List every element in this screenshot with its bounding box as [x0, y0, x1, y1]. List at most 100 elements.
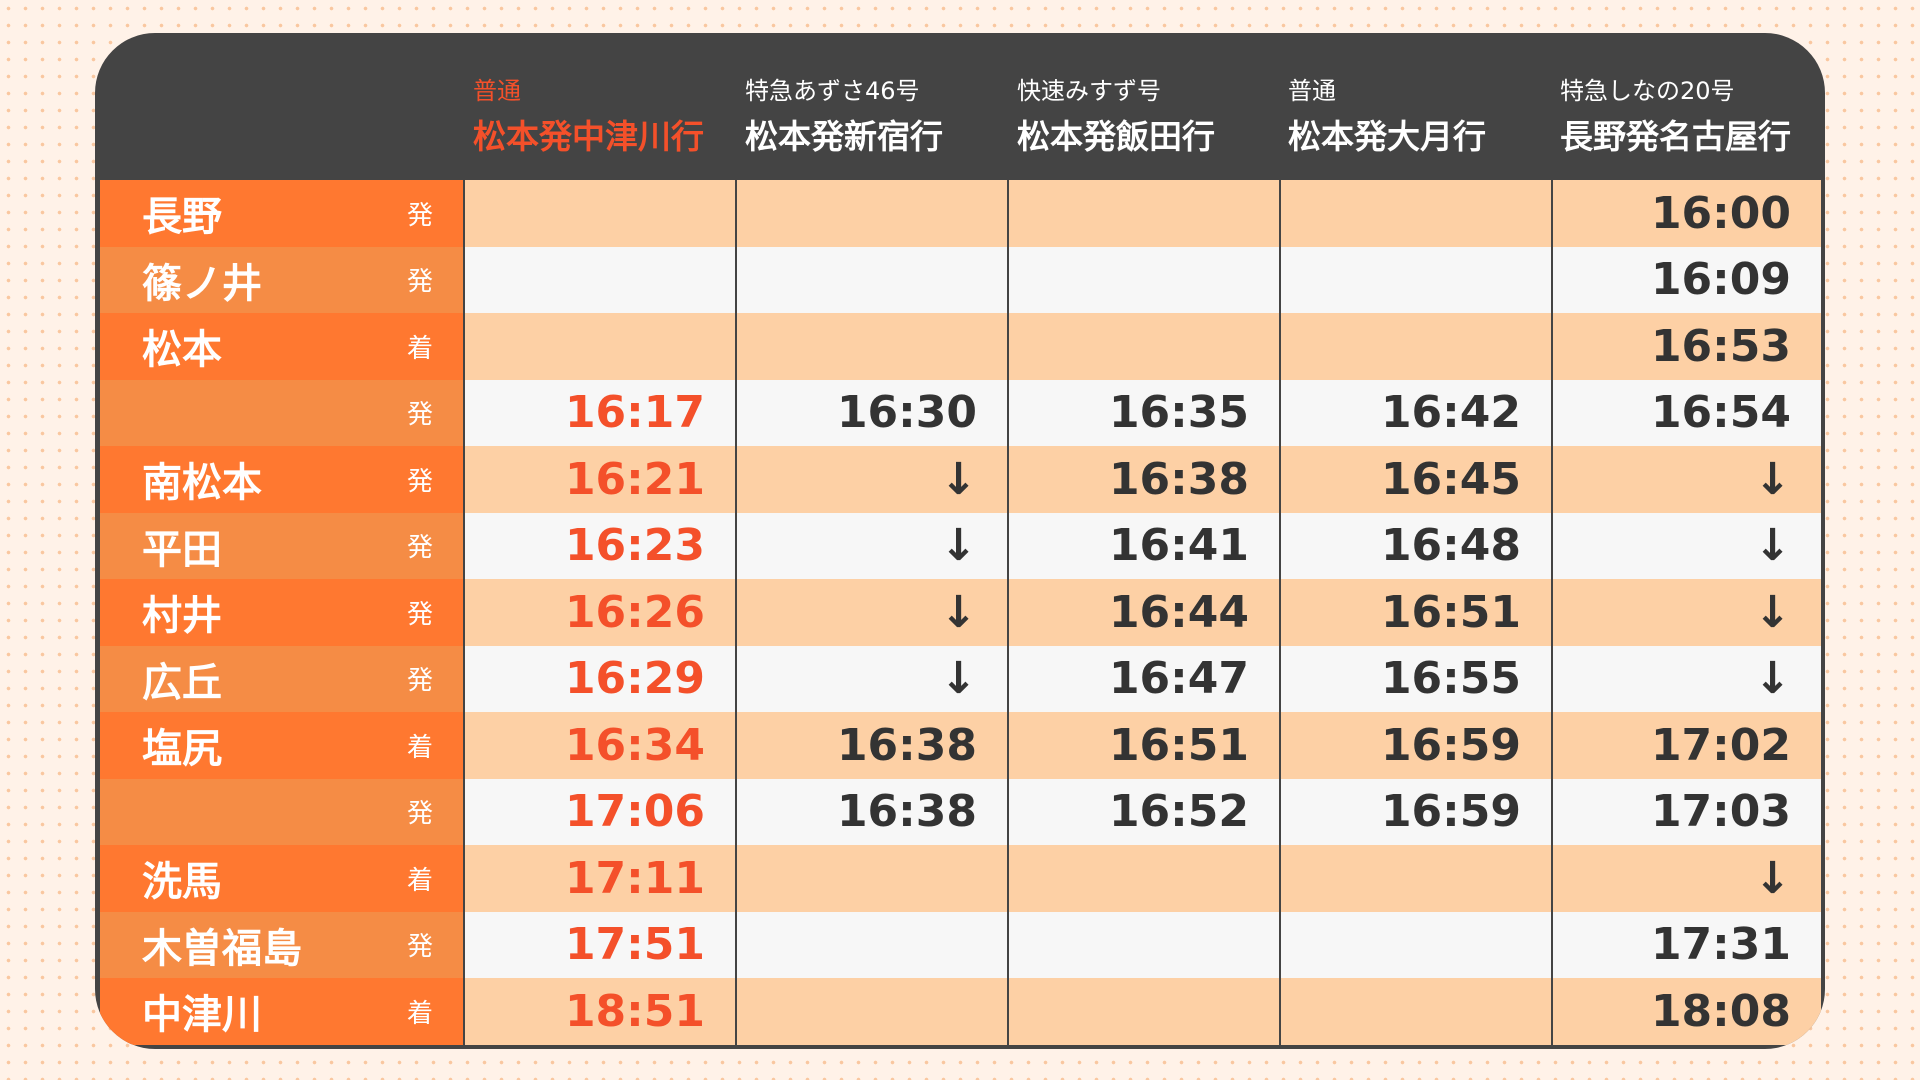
time-cell [1281, 978, 1551, 1045]
time-cell: 16:09 [1553, 246, 1821, 313]
time-cell: 16:45 [1281, 446, 1551, 513]
table-row: 平田発 16:23 ↓ 16:41 16:48 ↓ [100, 512, 1821, 579]
station-name: 塩尻 [142, 726, 222, 773]
train-header: 普通 松本発大月行 [1288, 71, 1486, 158]
time-cell: 16:48 [1281, 512, 1551, 579]
time-cell: 16:34 [465, 712, 735, 779]
time-cell: ↓ [1553, 446, 1821, 513]
arrive-depart-label: 着 [406, 998, 433, 1029]
time-cell: 17:06 [465, 778, 735, 845]
station-cell: 中津川 着 [100, 978, 463, 1045]
arrive-depart-label: 着 [406, 865, 433, 896]
time-cell [1009, 845, 1279, 912]
train-header: 快速みすず号 松本発飯田行 [1017, 71, 1215, 158]
time-cell: 16:51 [1281, 579, 1551, 646]
time-cell: 16:54 [1553, 379, 1821, 446]
time-cell [1009, 246, 1279, 313]
time-cell: 17:02 [1553, 712, 1821, 779]
station-name: 洗馬 [142, 859, 222, 906]
time-cell: 16:55 [1281, 645, 1551, 712]
time-cell [737, 246, 1007, 313]
arrive-depart-label: 着 [406, 333, 433, 364]
time-cell: 16:38 [1009, 446, 1279, 513]
time-cell: ↓ [737, 645, 1007, 712]
train-type: 普通 [473, 77, 521, 105]
time-cell [465, 246, 735, 313]
time-cell: ↓ [737, 512, 1007, 579]
station-cell: 洗馬 着 [100, 845, 463, 912]
arrive-depart-label: 発 [406, 799, 433, 830]
station-cell: 長野 発 [100, 180, 463, 247]
time-cell: 16:44 [1009, 579, 1279, 646]
train-route: 松本発新宿行 [745, 117, 943, 156]
time-cell [1009, 313, 1279, 380]
time-cell: 16:59 [1281, 778, 1551, 845]
time-cell [465, 180, 735, 247]
train-route: 松本発大月行 [1288, 117, 1486, 156]
train-type: 特急しなの20号 [1560, 77, 1735, 105]
station-cell: 発 [100, 379, 463, 446]
table-row: 洗馬 着 17:11 ↓ [100, 845, 1821, 912]
station-name: 篠ノ井 [142, 260, 262, 307]
station-name: 松本 [142, 327, 222, 374]
time-cell: 16:30 [737, 379, 1007, 446]
arrive-depart-label: 発 [406, 200, 433, 231]
table-row: 広丘発 16:29 ↓ 16:47 16:55 ↓ [100, 645, 1821, 712]
station-cell: 平田 発 [100, 512, 463, 579]
time-cell: 16:59 [1281, 712, 1551, 779]
time-cell [465, 313, 735, 380]
timetable-card: 普通松本発中津川行 特急あずさ46号 松本発新宿行 快速みすず号 松本発飯田行 普通 松本発… [95, 33, 1825, 1049]
time-cell: 16:42 [1281, 379, 1551, 446]
station-cell: 村井 発 [100, 579, 463, 646]
table-row: 木曽福島 発 17:51 17:31 [100, 911, 1821, 978]
time-cell: 16:38 [737, 712, 1007, 779]
time-cell [737, 978, 1007, 1045]
time-cell [1281, 313, 1551, 380]
time-cell: 16:23 [465, 512, 735, 579]
table-row: 発 16:17 16:30 16:35 16:42 16:54 [100, 379, 1821, 446]
time-cell: 17:51 [465, 911, 735, 978]
time-cell [1009, 911, 1279, 978]
station-cell: 木曽福島 発 [100, 911, 463, 978]
time-cell [737, 911, 1007, 978]
time-cell: 16:21 [465, 446, 735, 513]
arrive-depart-label: 発 [406, 466, 433, 497]
arrive-depart-label: 発 [406, 666, 433, 697]
time-cell [1009, 180, 1279, 247]
time-cell: ↓ [737, 579, 1007, 646]
station-name: 中津川 [142, 992, 262, 1039]
time-cell: 16:17 [465, 379, 735, 446]
timetable-grid: 長野発 16:00 篠ノ井発 16:09 松本着 16:53 発 16:17 16:30 16:3… [100, 180, 1821, 1045]
arrive-depart-label: 着 [406, 732, 433, 763]
time-cell [1281, 911, 1551, 978]
time-cell: 16:47 [1009, 645, 1279, 712]
time-cell: 16:52 [1009, 778, 1279, 845]
table-row: 塩尻 着 16:34 16:38 16:51 16:59 17:02 [100, 712, 1821, 779]
train-route: 松本発中津川行 [473, 117, 704, 156]
time-cell: ↓ [737, 446, 1007, 513]
table-row: 長野 発 16:00 [100, 180, 1821, 247]
station-name: 村井 [142, 593, 222, 640]
table-row: 篠ノ井 発 16:09 [100, 246, 1821, 313]
station-name: 広丘 [142, 659, 222, 706]
station-cell: 発 [100, 778, 463, 845]
station-name: 平田 [142, 526, 222, 573]
arrive-depart-label: 発 [406, 267, 433, 298]
station-cell: 塩尻 着 [100, 712, 463, 779]
time-cell: 16:29 [465, 645, 735, 712]
train-route: 松本発飯田行 [1017, 117, 1215, 156]
time-cell [1281, 180, 1551, 247]
station-cell: 篠ノ井 発 [100, 246, 463, 313]
arrive-depart-label: 発 [406, 400, 433, 431]
time-cell: ↓ [1553, 645, 1821, 712]
time-cell [1281, 845, 1551, 912]
train-header: 特急あずさ46号 松本発新宿行 [745, 71, 943, 158]
station-cell: 松本 着 [100, 313, 463, 380]
station-name: 長野 [142, 194, 222, 241]
timetable-header: 普通松本発中津川行 特急あずさ46号 松本発新宿行 快速みすず号 松本発飯田行 普通 松本発… [95, 33, 1825, 178]
time-cell [737, 313, 1007, 380]
time-cell [1009, 978, 1279, 1045]
time-cell: 16:35 [1009, 379, 1279, 446]
time-cell: 16:26 [465, 579, 735, 646]
time-cell: 16:00 [1553, 180, 1821, 247]
